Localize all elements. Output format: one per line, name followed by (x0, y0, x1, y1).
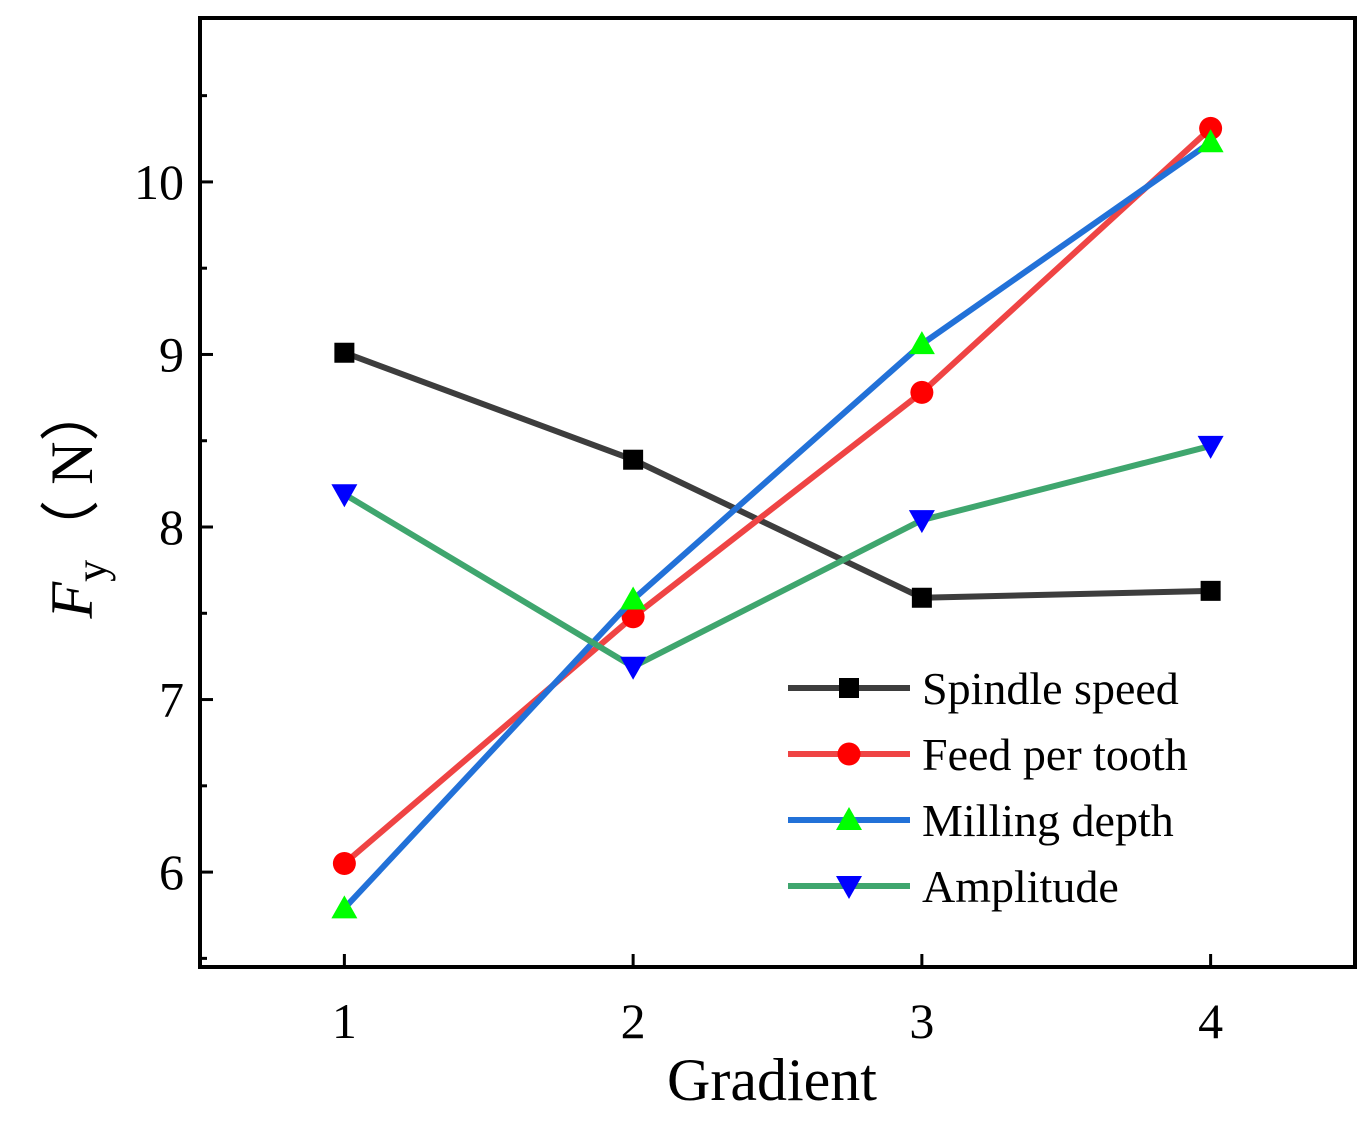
data-point-0-1 (623, 449, 644, 470)
data-point-3-1 (620, 656, 647, 680)
y-tick-label-7: 7 (159, 672, 184, 728)
legend-label-3: Amplitude (922, 861, 1119, 912)
legend-marker-2 (836, 807, 862, 830)
x-tick-label-3: 3 (909, 993, 934, 1049)
y-tick-label-6: 6 (159, 844, 184, 900)
series-line-1 (342, 126, 1213, 866)
series-line-2 (342, 139, 1213, 911)
legend-marker-0 (839, 678, 859, 698)
data-point-1-0 (332, 851, 356, 875)
data-point-3-0 (331, 484, 358, 508)
data-point-1-3 (1199, 116, 1223, 140)
series-layer (331, 116, 1224, 919)
y-tick-label-10: 10 (134, 154, 184, 210)
data-point-2-1 (620, 586, 647, 610)
data-point-2-3 (1197, 129, 1224, 153)
x-tick-label-2: 2 (621, 993, 646, 1049)
data-point-0-2 (911, 587, 932, 608)
y-axis-title-unit: （ N） (39, 382, 105, 560)
data-point-1-2 (910, 380, 934, 404)
series-2 (331, 129, 1224, 919)
series-line-3 (342, 443, 1212, 670)
legend-label-0: Spindle speed (922, 663, 1179, 714)
series-0 (334, 342, 1221, 608)
data-point-1-1 (621, 605, 645, 629)
legend-marker-3 (836, 876, 862, 899)
legend-marker-1 (837, 742, 861, 766)
legend: Spindle speed Feed per tooth Milling depth… (788, 663, 1188, 912)
data-point-2-2 (908, 331, 935, 355)
x-axis-title: Gradient (667, 1047, 877, 1113)
data-point-2-0 (331, 895, 358, 919)
plot-frame (198, 16, 1357, 969)
series-3 (331, 435, 1224, 680)
series-line-0 (343, 349, 1211, 601)
data-point-0-3 (1200, 580, 1221, 601)
series-1 (332, 116, 1223, 875)
y-tick-label-9: 9 (159, 326, 184, 382)
ticks-layer (200, 94, 1213, 967)
y-axis-title: Fy（ N） (39, 382, 116, 620)
legend-label-1: Feed per tooth (922, 729, 1188, 780)
data-point-3-3 (1197, 435, 1224, 459)
x-tick-label-4: 4 (1198, 993, 1223, 1049)
y-tick-label-8: 8 (159, 499, 184, 555)
x-tick-label-1: 1 (332, 993, 357, 1049)
y-axis-title-main: F (39, 581, 105, 620)
data-point-3-2 (908, 510, 935, 534)
tick-labels: 1 2 3 4 6 7 8 9 10 (134, 154, 1223, 1049)
data-point-0-0 (334, 342, 355, 363)
legend-label-2: Milling depth (922, 795, 1174, 846)
y-axis-title-sub: y (67, 560, 116, 582)
